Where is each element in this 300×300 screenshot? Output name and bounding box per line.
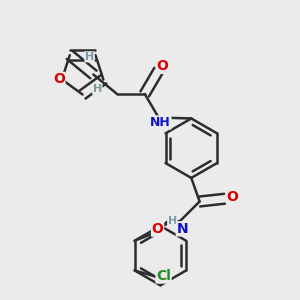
Text: Cl: Cl	[156, 269, 171, 283]
Text: O: O	[53, 73, 65, 86]
Text: O: O	[152, 222, 164, 236]
Text: NH: NH	[150, 116, 171, 129]
Text: H: H	[85, 52, 94, 62]
Text: H: H	[93, 84, 102, 94]
Text: O: O	[226, 190, 238, 204]
Text: H: H	[168, 216, 177, 226]
Text: O: O	[157, 59, 169, 74]
Text: N: N	[176, 222, 188, 236]
